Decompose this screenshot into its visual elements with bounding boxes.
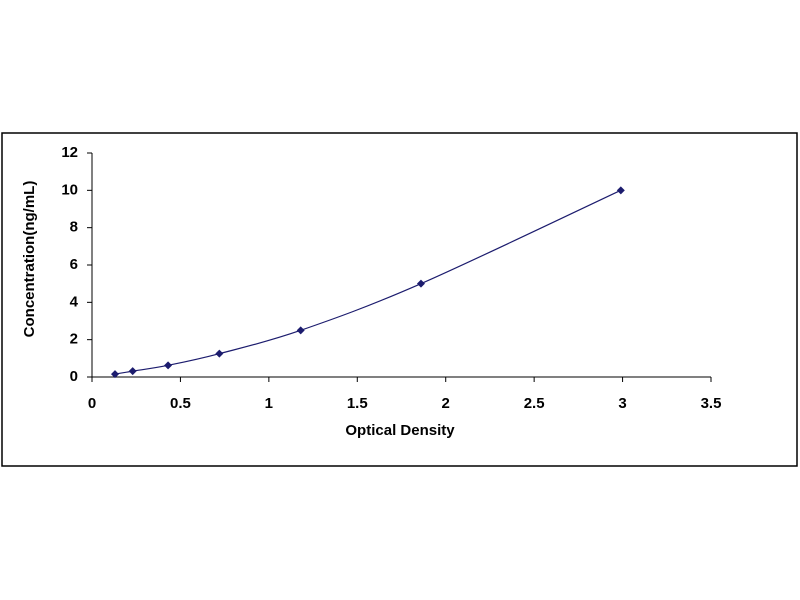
y-tick-label: 2: [70, 331, 78, 348]
x-axis-label: Optical Density: [345, 422, 455, 439]
x-tick-label: 0: [88, 395, 96, 412]
x-tick-label: 1: [265, 395, 273, 412]
y-tick-label: 8: [70, 219, 78, 236]
x-tick-label: 3.5: [701, 395, 722, 412]
y-axis-label: Concentration(ng/mL): [21, 181, 38, 338]
y-tick-label: 0: [70, 368, 78, 385]
data-point: [296, 326, 305, 335]
data-point: [110, 370, 119, 379]
x-tick-label: 2: [442, 395, 450, 412]
fit-line: [114, 189, 622, 375]
x-tick-label: 1.5: [347, 395, 368, 412]
x-tick-label: 0.5: [170, 395, 191, 412]
data-point: [416, 279, 425, 288]
y-tick-label: 12: [61, 144, 78, 161]
data-point: [616, 186, 625, 195]
y-tick-label: 10: [61, 181, 78, 198]
x-tick-label: 3: [618, 395, 626, 412]
y-tick-label: 4: [70, 293, 79, 310]
chart-frame: [1, 132, 798, 467]
y-tick-label: 6: [70, 256, 78, 273]
x-tick-label: 2.5: [524, 395, 545, 412]
data-point: [128, 367, 137, 376]
data-point: [215, 349, 224, 358]
data-point: [164, 361, 173, 370]
